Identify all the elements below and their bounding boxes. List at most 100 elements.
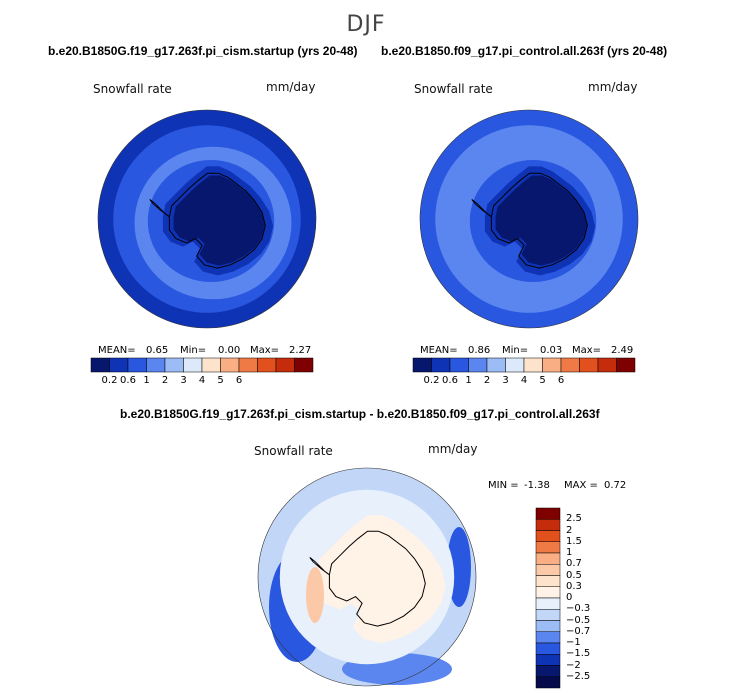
colorbar-box (201, 357, 221, 373)
colorbar-tick-label: 2 (566, 524, 573, 536)
colorbar-box (535, 507, 561, 520)
diff-field: Snowfall rate (254, 444, 333, 458)
colorbar-tick-label: −2.5 (566, 670, 591, 682)
diff-min-label: MIN = (488, 480, 519, 491)
colorbar-tick-label: −0.5 (566, 614, 591, 626)
peninsula-coastline (471, 199, 492, 218)
panel-control-title: b.e20.B1850.f09_g17.pi_control.all.263f … (381, 44, 668, 58)
panel-control-min-label: Min= (502, 345, 529, 356)
colorbar-box (542, 357, 562, 373)
colorbar-box (535, 620, 561, 632)
colorbar-tick-label: 4 (198, 375, 206, 386)
colorbar-tick-label: 2.5 (566, 513, 582, 525)
panel-control-min-value: 0.03 (540, 345, 563, 356)
panel-cism-mean-label: MEAN= (98, 345, 136, 356)
colorbar-tick-label: 0.2 (423, 375, 440, 386)
colorbar-tick-label: 1 (465, 375, 472, 386)
colorbar-box (535, 597, 561, 610)
map-boundary (97, 109, 317, 329)
colorbar-box (535, 530, 561, 542)
panel-control-mean-label: MEAN= (420, 345, 458, 356)
colorbar-box (294, 357, 314, 373)
colorbar-box (146, 357, 166, 373)
colorbar-tick-label: 3 (502, 375, 509, 386)
colorbar-tick-label: 0.7 (566, 558, 582, 570)
colorbar-box (523, 357, 543, 373)
colorbar-box (535, 665, 561, 677)
colorbar-box (238, 357, 258, 373)
panel-control-colorbar (412, 357, 636, 373)
colorbar-box (431, 357, 451, 373)
colorbar-tick-label: 6 (557, 375, 565, 386)
colorbar-box (535, 654, 561, 666)
antarctica-coastline (168, 172, 266, 269)
colorbar-box (560, 357, 580, 373)
colorbar-tick-label: 0.5 (566, 569, 582, 581)
colorbar-box (468, 357, 488, 373)
colorbar-tick-label: 4 (520, 375, 528, 386)
diff-peninsula-coastline (309, 557, 330, 576)
panel-control-max-value: 2.49 (611, 345, 634, 356)
colorbar-box (449, 357, 469, 373)
antarctica-coastline (490, 172, 588, 269)
panel-control-mean-value: 0.86 (468, 345, 491, 356)
colorbar-box (275, 357, 295, 373)
panel-cism-max-value: 2.27 (289, 345, 312, 356)
diff-map (257, 467, 477, 687)
panel-control-map (419, 109, 639, 329)
panel-control-units: mm/day (588, 80, 638, 94)
colorbar-tick-label: 6 (235, 375, 243, 386)
colorbar-tick-label: −1 (566, 637, 581, 648)
colorbar-box (597, 357, 617, 373)
colorbar-tick-label: 2 (161, 375, 169, 386)
diff-min-value: -1.38 (524, 480, 550, 491)
colorbar-box (535, 609, 561, 621)
season-title: DJF (346, 12, 386, 37)
colorbar-tick-label: −1.5 (566, 648, 591, 660)
colorbar-box (109, 357, 129, 373)
colorbar-box (616, 357, 636, 373)
colorbar-tick-label: 0.6 (442, 375, 458, 386)
colorbar-tick-label: −0.3 (566, 603, 591, 615)
colorbar-box (127, 357, 147, 373)
colorbar-box (412, 357, 432, 373)
colorbar-box (535, 552, 561, 565)
colorbar-box (486, 357, 506, 373)
diff-map-boundary (257, 467, 477, 687)
peninsula-coastline (149, 199, 170, 218)
diff-title: b.e20.B1850G.f19_g17.263f.pi_cism.startu… (120, 407, 600, 421)
colorbar-box (164, 357, 184, 373)
colorbar-tick-label: 1 (566, 547, 573, 558)
colorbar-box (579, 357, 599, 373)
panel-cism-map (97, 109, 317, 329)
colorbar-box (535, 586, 561, 599)
colorbar-tick-label: −0.7 (566, 625, 591, 637)
colorbar-box (535, 519, 561, 531)
colorbar-box (220, 357, 240, 373)
colorbar-tick-label: 0.6 (120, 375, 136, 386)
panel-control-field: Snowfall rate (414, 82, 493, 96)
colorbar-tick-label: 1.5 (566, 535, 582, 547)
panel-control-max-label: Max= (572, 345, 602, 356)
diff-max-label: MAX = (564, 480, 598, 491)
panel-cism-units: mm/day (266, 80, 316, 94)
colorbar-box (535, 575, 561, 587)
colorbar-tick-label: −2 (566, 659, 581, 671)
diff-units: mm/day (428, 442, 478, 456)
diff-coastline (328, 530, 426, 627)
map-boundary (419, 109, 639, 329)
diff-positive-peninsula (306, 567, 324, 623)
panel-cism-mean-value: 0.65 (146, 345, 169, 356)
colorbar-tick-label: 0.2 (101, 375, 118, 386)
colorbar-box (535, 631, 561, 644)
colorbar-box (535, 676, 561, 689)
diff-colorbar (535, 507, 561, 689)
colorbar-tick-label: 2 (483, 375, 491, 386)
antarctic-interior (495, 175, 587, 266)
colorbar-tick-label: 0.3 (566, 580, 582, 592)
colorbar-box (535, 564, 561, 576)
panel-cism-colorbar (90, 357, 314, 373)
antarctic-interior (173, 175, 265, 266)
colorbar-box (505, 357, 525, 373)
colorbar-box (535, 642, 561, 655)
